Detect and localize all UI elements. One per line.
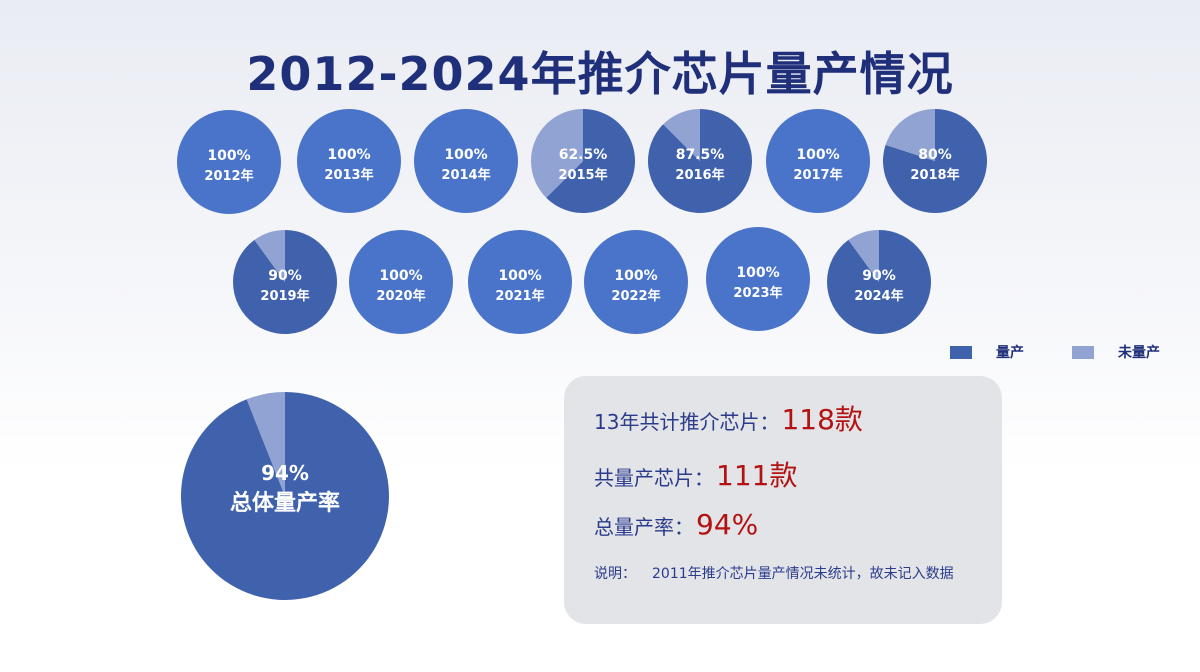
pie-category-label: 2017年 bbox=[793, 167, 842, 183]
pie-slice-not-mass-produced bbox=[254, 230, 285, 282]
pie-category-label: 2012年 bbox=[204, 168, 253, 184]
pie-percent-label: 80% bbox=[918, 147, 952, 163]
pie-percent-label: 100% bbox=[614, 268, 657, 284]
summary-note: 说明： 2011年推介芯片量产情况未统计，故未记入数据 bbox=[594, 564, 974, 584]
pie-12: 90% 2024年 bbox=[827, 230, 932, 334]
pie-percent-label: 94% bbox=[261, 461, 309, 485]
pie-3: 62.5% 2015年 bbox=[530, 109, 635, 214]
pie-category-label: 2024年 bbox=[854, 288, 903, 304]
pie-percent-label: 90% bbox=[268, 268, 302, 284]
pie-10: 100% 2022年 bbox=[584, 230, 688, 334]
pie-slice-not-mass-produced bbox=[848, 230, 879, 282]
pie-percent-label: 100% bbox=[736, 265, 779, 281]
legend-swatch-not-mass-produced bbox=[1072, 345, 1094, 359]
pie-slice-mass-produced bbox=[883, 109, 988, 213]
pie-6: 80% 2018年 bbox=[883, 109, 988, 213]
pie-percent-label: 100% bbox=[207, 148, 250, 164]
summary-rate-label: 总量产率： bbox=[594, 515, 694, 539]
summary-mass-label: 共量产芯片： bbox=[594, 466, 714, 490]
summary-rate-line: 总量产率：94% bbox=[594, 508, 758, 541]
pie-slice-mass-produced bbox=[349, 230, 453, 334]
pie-13: 94% 总体量产率 bbox=[180, 392, 389, 600]
pie-category-label: 2018年 bbox=[910, 167, 959, 183]
pie-percent-label: 100% bbox=[498, 268, 541, 284]
summary-total-label: 13年共计推介芯片： bbox=[594, 410, 780, 434]
page-title: 2012-2024年推介芯片量产情况 bbox=[246, 47, 954, 101]
pie-slice-mass-produced bbox=[827, 230, 932, 334]
pie-percent-label: 90% bbox=[862, 268, 896, 284]
pie-category-label: 2022年 bbox=[611, 288, 660, 304]
summary-total-line: 13年共计推介芯片：118款 bbox=[594, 398, 863, 438]
pie-slice-mass-produced bbox=[766, 109, 870, 213]
pie-slice-mass-produced bbox=[180, 392, 389, 600]
pie-7: 90% 2019年 bbox=[233, 230, 338, 335]
pie-slice-mass-produced bbox=[546, 109, 635, 214]
summary-rate-value: 94% bbox=[696, 508, 759, 541]
pie-category-label: 2014年 bbox=[441, 167, 490, 183]
pie-slice-mass-produced bbox=[297, 109, 401, 213]
pie-category-label: 2020年 bbox=[376, 288, 425, 304]
pie-category-label: 2019年 bbox=[260, 288, 309, 304]
summary-box: 13年共计推介芯片：118款 共量产芯片：111款 总量产率：94% 说明： 20… bbox=[564, 376, 1002, 624]
summary-total-value: 118款 bbox=[781, 403, 863, 436]
pie-category-label: 2021年 bbox=[495, 288, 544, 304]
summary-note-label: 说明： bbox=[594, 566, 636, 582]
legend-item-mass-produced: 量产 bbox=[950, 342, 1024, 362]
pie-slice-mass-produced bbox=[414, 109, 518, 213]
pie-percent-label: 100% bbox=[327, 147, 370, 163]
pie-2: 100% 2014年 bbox=[414, 109, 518, 213]
pie-slice-mass-produced bbox=[177, 110, 281, 214]
legend-item-not-mass-produced: 未量产 bbox=[1072, 342, 1160, 362]
pie-percent-label: 100% bbox=[379, 268, 422, 284]
pie-slice-not-mass-produced bbox=[663, 108, 700, 161]
pie-slice-not-mass-produced bbox=[246, 392, 285, 496]
pie-slice-mass-produced bbox=[233, 230, 338, 335]
pie-percent-label: 62.5% bbox=[559, 147, 608, 163]
pie-slice-not-mass-produced bbox=[885, 109, 935, 161]
legend-label-mass-produced: 量产 bbox=[996, 345, 1024, 361]
pie-category-label: 2016年 bbox=[675, 167, 724, 183]
pie-category-label: 总体量产率 bbox=[230, 490, 340, 516]
pie-slice-mass-produced bbox=[468, 230, 572, 334]
pie-11: 100% 2023年 bbox=[706, 227, 810, 331]
pie-0: 100% 2012年 bbox=[177, 110, 281, 214]
pie-percent-label: 100% bbox=[796, 147, 839, 163]
pie-category-label: 2015年 bbox=[558, 167, 607, 183]
pie-slice-mass-produced bbox=[584, 230, 688, 334]
pie-8: 100% 2020年 bbox=[349, 230, 453, 334]
pie-1: 100% 2013年 bbox=[297, 109, 401, 213]
pie-category-label: 2013年 bbox=[324, 167, 373, 183]
summary-note-text: 2011年推介芯片量产情况未统计，故未记入数据 bbox=[652, 566, 954, 582]
pie-percent-label: 87.5% bbox=[676, 147, 725, 163]
summary-mass-value: 111款 bbox=[716, 459, 798, 492]
pie-4: 87.5% 2016年 bbox=[647, 108, 752, 213]
summary-mass-line: 共量产芯片：111款 bbox=[594, 454, 797, 494]
pie-5: 100% 2017年 bbox=[766, 109, 870, 213]
pie-slice-mass-produced bbox=[706, 227, 810, 331]
legend-swatch-mass-produced bbox=[950, 345, 972, 359]
pie-9: 100% 2021年 bbox=[468, 230, 572, 334]
pie-slice-not-mass-produced bbox=[530, 109, 583, 198]
pie-percent-label: 100% bbox=[444, 147, 487, 163]
pie-slice-mass-produced bbox=[647, 109, 752, 213]
legend-label-not-mass-produced: 未量产 bbox=[1118, 345, 1160, 361]
pie-category-label: 2023年 bbox=[733, 285, 782, 301]
